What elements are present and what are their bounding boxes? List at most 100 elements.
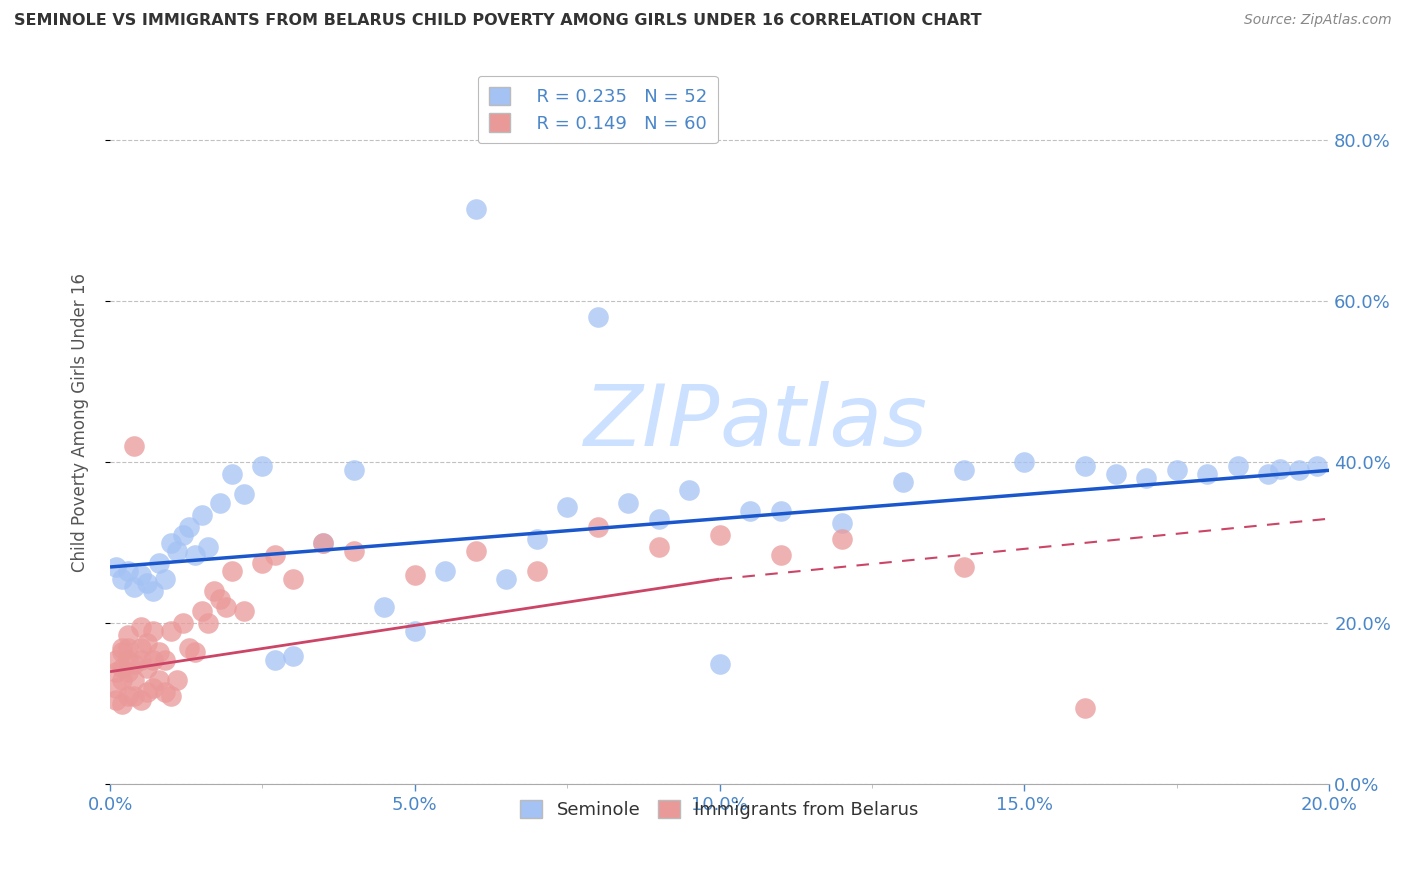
Point (1014, 455, 1036, 469)
Point (197, 540, 219, 554)
Point (117, 564, 139, 578)
Point (117, 640, 139, 655)
Point (769, 503, 792, 517)
Point (160, 536, 183, 550)
Text: atlas: atlas (720, 381, 928, 464)
Point (160, 624, 183, 639)
Point (464, 202, 486, 216)
Y-axis label: Child Poverty Among Girls Under 16: Child Poverty Among Girls Under 16 (72, 273, 89, 572)
Point (111, 640, 134, 655)
Point (952, 560, 974, 574)
Point (135, 660, 157, 674)
Point (129, 652, 152, 666)
Point (124, 439, 146, 453)
Point (124, 673, 146, 687)
Point (184, 548, 207, 562)
Point (586, 519, 609, 533)
Point (647, 511, 669, 525)
Point (1197, 467, 1219, 482)
Point (179, 519, 201, 533)
Point (142, 652, 165, 666)
Point (1288, 463, 1310, 477)
Point (124, 689, 146, 703)
Point (105, 665, 128, 679)
Point (709, 528, 731, 542)
Point (233, 487, 256, 501)
Point (1226, 459, 1249, 474)
Point (1074, 459, 1097, 474)
Point (153, 652, 176, 666)
Point (124, 657, 146, 671)
Point (373, 600, 395, 615)
Point (111, 673, 134, 687)
Point (148, 556, 170, 570)
Point (111, 644, 134, 658)
Point (197, 616, 219, 631)
Point (142, 584, 165, 599)
Point (215, 600, 238, 615)
Point (769, 548, 792, 562)
Point (135, 685, 157, 699)
Point (281, 648, 304, 663)
Point (404, 568, 426, 582)
Point (343, 544, 366, 558)
Point (709, 657, 731, 671)
Point (124, 580, 146, 594)
Point (117, 689, 139, 703)
Point (831, 532, 853, 546)
Point (263, 548, 285, 562)
Point (190, 508, 212, 522)
Point (135, 576, 157, 591)
Point (233, 604, 256, 618)
Point (740, 503, 762, 517)
Point (526, 532, 548, 546)
Point (312, 536, 335, 550)
Point (586, 310, 609, 325)
Point (343, 463, 366, 477)
Point (148, 673, 170, 687)
Point (172, 528, 194, 542)
Point (404, 624, 426, 639)
Point (117, 628, 139, 642)
Point (160, 689, 183, 703)
Point (166, 673, 188, 687)
Point (105, 681, 128, 695)
Point (1166, 463, 1188, 477)
Point (678, 483, 700, 498)
Point (129, 568, 152, 582)
Point (111, 697, 134, 711)
Point (153, 572, 176, 586)
Point (221, 467, 243, 482)
Point (129, 640, 152, 655)
Point (105, 560, 128, 574)
Point (647, 540, 669, 554)
Point (117, 652, 139, 666)
Point (252, 556, 274, 570)
Point (111, 660, 134, 674)
Point (252, 459, 274, 474)
Point (831, 516, 853, 530)
Point (952, 463, 974, 477)
Point (1257, 467, 1279, 482)
Point (555, 500, 578, 514)
Point (1105, 467, 1128, 482)
Point (495, 572, 517, 586)
Point (434, 564, 457, 578)
Point (142, 681, 165, 695)
Point (179, 640, 201, 655)
Point (208, 495, 231, 509)
Point (208, 592, 231, 607)
Point (202, 584, 225, 599)
Point (312, 536, 335, 550)
Point (891, 475, 914, 490)
Point (129, 693, 152, 707)
Point (135, 636, 157, 650)
Text: Source: ZipAtlas.com: Source: ZipAtlas.com (1244, 13, 1392, 28)
Point (464, 544, 486, 558)
Legend: Seminole, Immigrants from Belarus: Seminole, Immigrants from Belarus (513, 792, 927, 826)
Point (172, 616, 194, 631)
Point (281, 572, 304, 586)
Point (1270, 461, 1292, 475)
Point (142, 624, 165, 639)
Text: ZIP: ZIP (583, 381, 720, 464)
